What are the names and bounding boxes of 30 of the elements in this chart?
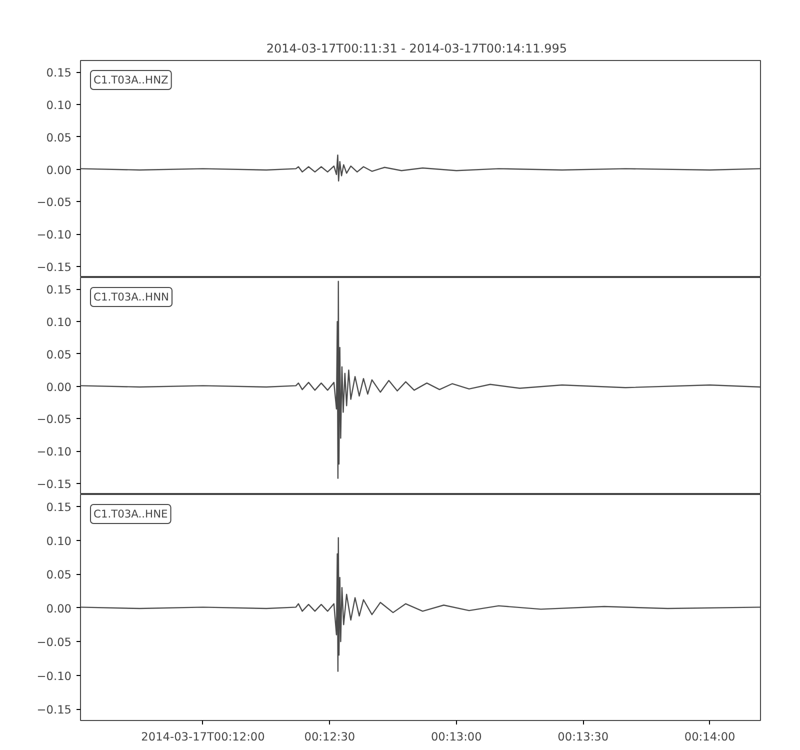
y-tick-label: −0.05 (36, 635, 72, 650)
y-tick-label: 0.00 (46, 601, 72, 616)
x-tick-label: 00:14:00 (684, 730, 736, 744)
y-tick-label: 0.15 (46, 66, 72, 80)
x-tick-label: 2014-03-17T00:12:00 (141, 730, 265, 744)
y-tick-label: 0.10 (46, 315, 72, 330)
y-tick-label: −0.15 (36, 702, 72, 717)
x-tick-label: 00:13:00 (430, 730, 482, 744)
y-tick-label: −0.10 (36, 444, 72, 459)
y-tick-label: −0.15 (36, 260, 72, 274)
y-tick-label: −0.15 (36, 476, 72, 491)
y-tick-label: −0.05 (36, 412, 72, 426)
y-tick-label: 0.15 (46, 500, 72, 514)
y-tick-label: 0.10 (46, 98, 72, 112)
y-tick-label: 0.05 (46, 568, 72, 582)
y-tick-label: 0.05 (46, 347, 72, 362)
annotation: C1.T03A..HNZ (94, 74, 168, 86)
y-tick-label: −0.05 (36, 195, 72, 210)
y-tick-label: 0.10 (46, 534, 72, 548)
x-tick-label: 00:12:30 (304, 730, 356, 744)
y-tick-label: 0.05 (46, 130, 72, 144)
y-tick-label: 0.00 (46, 380, 72, 394)
x-tick-label: 00:13:30 (558, 730, 609, 744)
y-tick-label: −0.10 (36, 668, 72, 683)
annotation: C1.T03A..HNN (94, 290, 170, 304)
chart-title: 2014-03-17T00:11:31 - 2014-03-17T00:14:11.995 (266, 42, 567, 56)
y-tick-label: 0.00 (46, 162, 72, 177)
y-tick-label: 0.15 (46, 282, 72, 297)
annotation: C1.T03A..HNE (94, 508, 168, 520)
y-tick-label: −0.10 (36, 228, 72, 242)
